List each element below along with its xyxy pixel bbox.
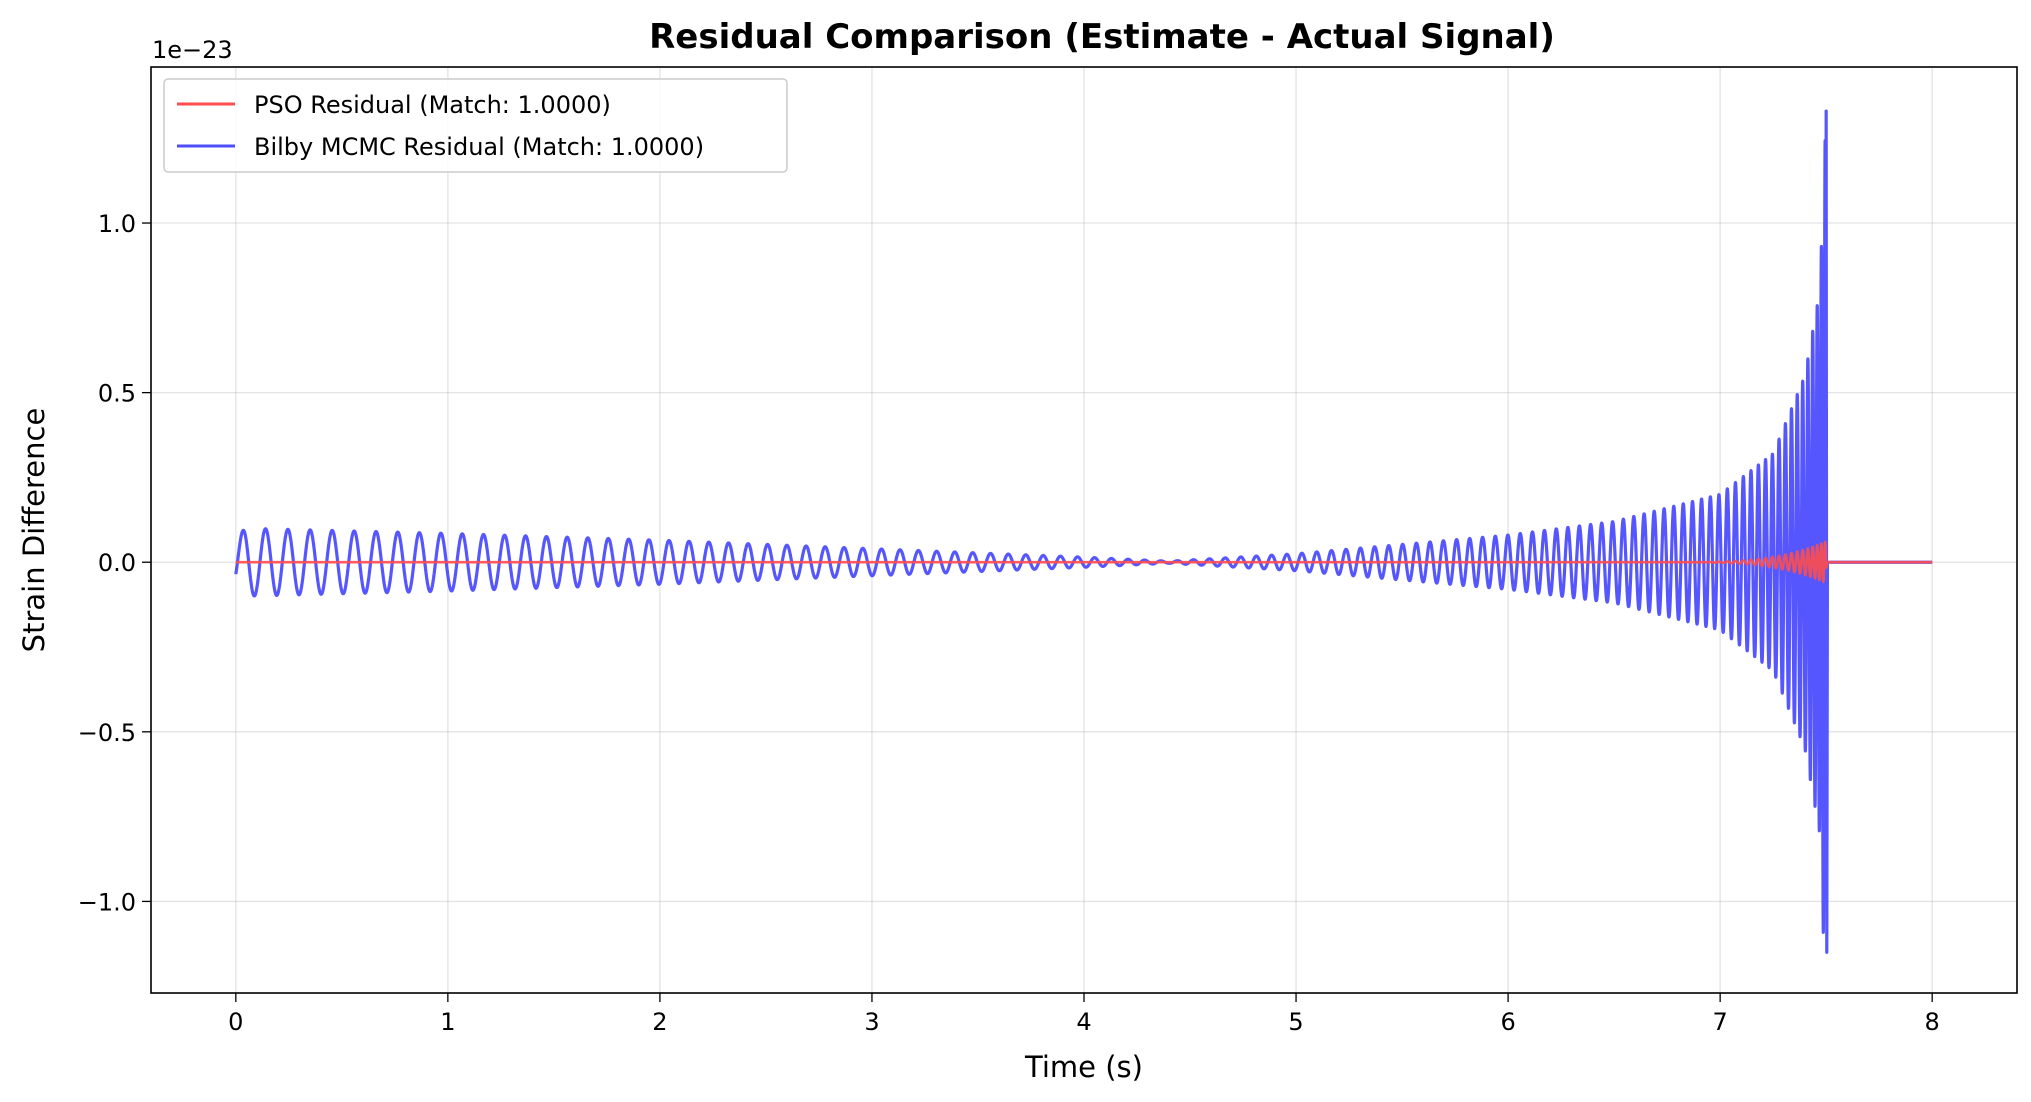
chart-title: Residual Comparison (Estimate - Actual S… bbox=[649, 17, 1555, 57]
x-tick-label: 1 bbox=[440, 1008, 455, 1036]
grid-layer bbox=[151, 67, 2017, 993]
x-tick-label: 3 bbox=[864, 1008, 879, 1036]
y-tick-label: −1.0 bbox=[78, 888, 136, 916]
y-tick-label: 1.0 bbox=[98, 210, 136, 238]
y-tick-label: 0.0 bbox=[98, 549, 136, 577]
series-line-pso bbox=[235, 540, 1933, 584]
x-tick-label: 7 bbox=[1712, 1008, 1727, 1036]
x-tick-label: 6 bbox=[1500, 1008, 1515, 1036]
y-tick-label: 0.5 bbox=[98, 380, 136, 408]
legend-frame bbox=[163, 78, 788, 173]
x-axis-label: Time (s) bbox=[1024, 1050, 1143, 1084]
y-tick-label: −0.5 bbox=[78, 719, 136, 747]
series-line-bilby bbox=[234, 109, 1933, 954]
series-layer bbox=[234, 109, 1933, 954]
y-axis-label: Strain Difference bbox=[17, 408, 51, 653]
legend: PSO Residual (Match: 1.0000) Bilby MCMC … bbox=[163, 78, 788, 173]
x-tick-label: 0 bbox=[228, 1008, 243, 1036]
legend-label-bilby: Bilby MCMC Residual (Match: 1.0000) bbox=[254, 133, 704, 161]
x-tick-label: 4 bbox=[1076, 1008, 1091, 1036]
x-tick-label: 8 bbox=[1925, 1008, 1940, 1036]
y-offset-label: 1e−23 bbox=[152, 36, 233, 64]
x-tick-label: 2 bbox=[652, 1008, 667, 1036]
legend-label-pso: PSO Residual (Match: 1.0000) bbox=[254, 91, 611, 119]
tick-layer: 0 1 2 3 4 5 6 7 8 −1.0 −0.5 0.0 0.5 1.0 bbox=[78, 210, 1940, 1036]
x-tick-label: 5 bbox=[1288, 1008, 1303, 1036]
